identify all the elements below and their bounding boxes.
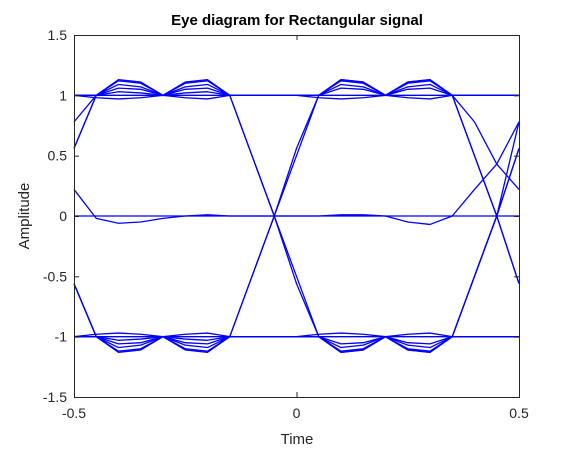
trace-group <box>73 79 520 354</box>
y-tick-label: 0.5 <box>48 148 68 164</box>
y-tick-label: -1.5 <box>43 389 67 405</box>
eye-trace-7 <box>73 79 520 354</box>
x-tick-label: -0.5 <box>62 405 86 421</box>
eye-trace-12 <box>74 336 519 345</box>
x-tick-label: 0.5 <box>509 405 529 421</box>
y-tick-label: 1 <box>59 87 67 103</box>
eye-trace-9 <box>73 215 519 349</box>
x-tick-label: 0 <box>293 405 301 421</box>
y-axis-label: Amplitude <box>16 183 33 250</box>
eye-trace-3 <box>73 83 519 217</box>
y-tick-label: -0.5 <box>43 268 67 284</box>
chart-title: Eye diagram for Rectangular signal <box>171 12 423 29</box>
eye-trace-13 <box>73 121 520 226</box>
eye-trace-8 <box>73 148 520 352</box>
y-tick-label: -1 <box>55 329 68 345</box>
eye-trace-6 <box>74 87 519 96</box>
x-axis-label: Time <box>281 431 314 448</box>
y-tick-label: 0 <box>59 208 67 224</box>
tick-group: -0.5 0 0.5 -1.5 -1 -0.5 0 0.5 1 1.5 <box>43 27 529 421</box>
y-tick-label: 1.5 <box>48 27 68 43</box>
eye-trace-2 <box>73 80 520 284</box>
